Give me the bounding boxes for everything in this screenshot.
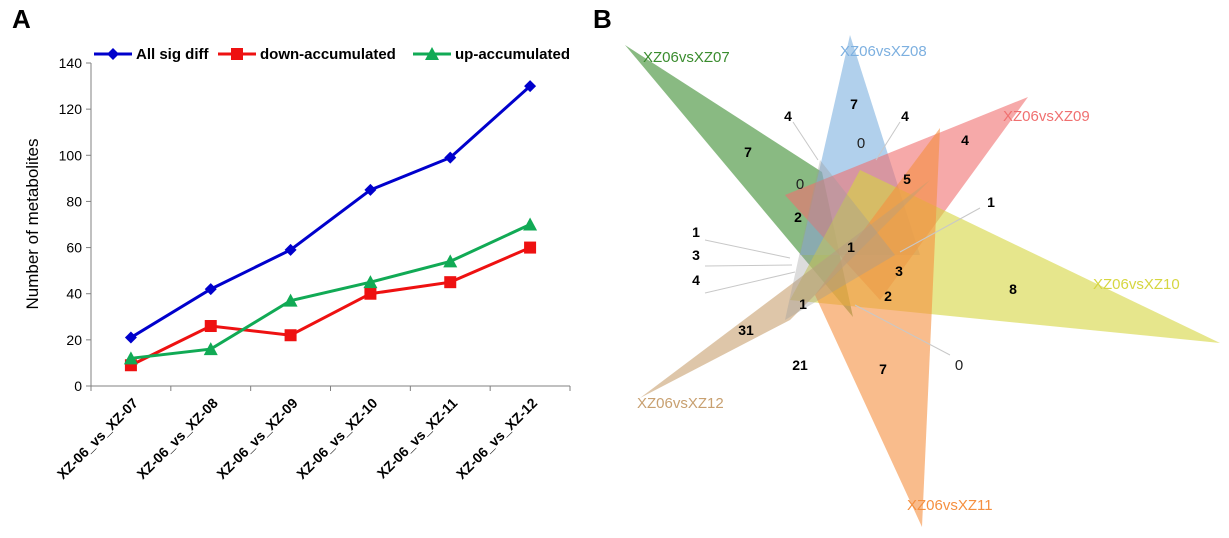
square-marker	[124, 359, 137, 372]
diamond-marker	[124, 331, 137, 344]
venn-count: 2	[794, 209, 802, 225]
leader-line	[792, 121, 819, 161]
venn-label-xz08: XZ06vsXZ08	[840, 43, 927, 60]
leader-line	[704, 271, 796, 294]
venn-count: 3	[895, 263, 903, 279]
triangle-marker	[283, 293, 298, 307]
triangle-marker	[203, 342, 218, 356]
venn-count: 1	[692, 224, 700, 240]
square-marker	[231, 48, 243, 60]
square-marker	[284, 329, 297, 342]
venn-count: 8	[1009, 281, 1017, 297]
legend-label: All sig diff	[136, 46, 210, 63]
venn-count: 4	[961, 132, 969, 148]
leader-line	[875, 121, 901, 161]
venn-count: 1	[987, 194, 995, 210]
x-tick-label: XZ-06_vs_XZ-10	[293, 395, 380, 482]
legend-label: up-accumulated	[455, 46, 570, 63]
triangle-marker	[363, 275, 378, 289]
venn-count: 4	[692, 272, 700, 288]
triangle-marker	[123, 351, 138, 365]
venn-set-xz07	[625, 45, 853, 317]
series-line-up-accumulated	[130, 223, 531, 360]
venn-count: 1	[847, 239, 855, 255]
venn-count: 3	[692, 247, 700, 263]
venn-count: 5	[903, 171, 911, 187]
venn-label-xz07: XZ06vsXZ07	[643, 49, 730, 66]
square-marker	[204, 320, 217, 333]
triangle-marker	[523, 217, 538, 231]
venn-count: 7	[744, 144, 752, 160]
y-tick-label: 40	[66, 286, 82, 302]
venn-core-overlap	[785, 160, 895, 320]
y-tick-label: 120	[59, 101, 83, 117]
venn-label-xz12: XZ06vsXZ12	[637, 395, 724, 412]
venn-set-xz12	[640, 180, 930, 398]
venn-count: 0	[955, 357, 963, 374]
diamond-marker	[524, 80, 537, 93]
x-tick-label: XZ-06_vs_XZ-12	[453, 395, 540, 482]
diamond-marker	[284, 243, 297, 256]
x-tick-group: XZ-06_vs_XZ-07XZ-06_vs_XZ-08XZ-06_vs_XZ-…	[54, 386, 571, 482]
series-line-all-sig-diff	[130, 84, 532, 339]
venn-count: 1	[799, 296, 807, 312]
square-marker	[364, 287, 377, 300]
venn-count: 31	[738, 322, 754, 338]
series-line-down-accumulated	[130, 246, 531, 367]
venn-count: 2	[884, 288, 892, 304]
venn-label-xz09: XZ06vsXZ09	[1003, 108, 1090, 125]
panel-b-label: B	[593, 4, 612, 34]
leader-line	[854, 304, 951, 356]
diamond-marker	[364, 183, 377, 196]
leader-line	[899, 207, 981, 253]
venn-count: 0	[857, 135, 865, 152]
triangle-marker	[443, 254, 458, 268]
venn-count: 21	[792, 357, 808, 373]
y-tick-label: 0	[74, 378, 82, 394]
diamond-marker	[204, 283, 217, 296]
venn-count: 7	[850, 96, 858, 112]
venn-count: 0	[796, 176, 804, 193]
panel-a-label: A	[12, 4, 31, 34]
x-tick-label: XZ-06_vs_XZ-11	[374, 395, 461, 482]
y-tick-label: 100	[59, 147, 83, 163]
y-tick-label: 60	[66, 240, 82, 256]
venn-set-xz11	[815, 128, 940, 527]
venn-diagram: XZ06vsXZ07 XZ06vsXZ08 XZ06vsXZ09 XZ06vsX…	[625, 35, 1220, 527]
diamond-marker	[444, 151, 457, 164]
legend-label: down-accumulated	[260, 46, 396, 63]
leader-lines	[704, 121, 981, 356]
y-tick-label: 140	[59, 55, 83, 71]
leader-line	[704, 264, 793, 267]
square-marker	[444, 276, 457, 289]
y-axis-title: Number of metabolites	[23, 138, 42, 309]
y-tick-label: 80	[66, 193, 82, 209]
venn-count: 4	[784, 108, 792, 124]
leader-line	[704, 239, 791, 259]
venn-count: 4	[901, 108, 909, 124]
legend: All sig diff down-accumulated up-accumulat…	[94, 46, 570, 63]
triangle-marker	[425, 47, 439, 60]
venn-count: 7	[879, 361, 887, 377]
y-tick-label: 20	[66, 332, 82, 348]
y-tick-group: 0 20 40 60 80 100 120 140	[59, 55, 91, 394]
series-group	[123, 80, 538, 372]
venn-label-xz11: XZ06vsXZ11	[907, 497, 993, 514]
x-tick-label: XZ-06_vs_XZ-09	[213, 395, 300, 482]
x-tick-label: XZ-06_vs_XZ-07	[54, 395, 141, 482]
square-marker	[524, 241, 537, 254]
x-tick-label: XZ-06_vs_XZ-08	[134, 395, 221, 482]
diamond-marker	[107, 48, 119, 60]
venn-label-xz10: XZ06vsXZ10	[1093, 276, 1180, 293]
